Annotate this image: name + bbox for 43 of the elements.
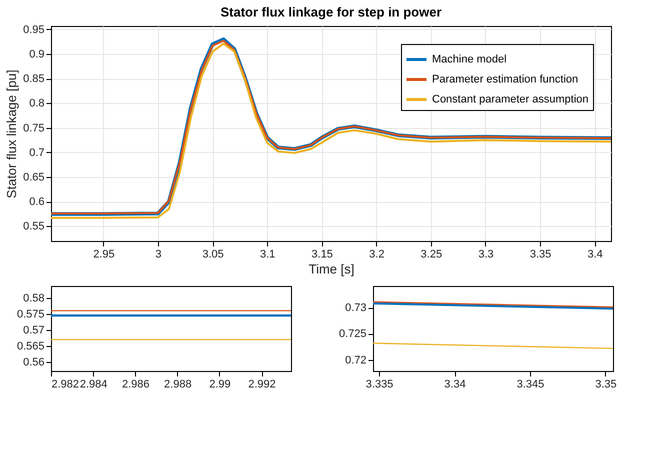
y-tick-label: 0.73 bbox=[345, 302, 366, 314]
y-tick-label: 0.6 bbox=[29, 196, 44, 208]
y-tick-label: 0.57 bbox=[23, 324, 44, 336]
x-axis-title: Time [s] bbox=[308, 262, 354, 276]
x-tick-label: 2.986 bbox=[122, 378, 150, 390]
y-tick-label: 0.75 bbox=[23, 122, 44, 134]
y-tick-label: 0.72 bbox=[345, 354, 366, 366]
x-tick-label: 3.345 bbox=[516, 378, 544, 390]
x-tick-label: 3.3 bbox=[478, 248, 494, 260]
x-tick-label: 2.988 bbox=[164, 378, 192, 390]
x-tick-label: 3.35 bbox=[530, 248, 552, 260]
x-tick-label: 3.05 bbox=[202, 248, 224, 260]
x-tick-label: 2.95 bbox=[93, 248, 115, 260]
y-tick-label: 0.56 bbox=[23, 356, 44, 369]
y-tick-label: 0.55 bbox=[23, 220, 44, 233]
x-tick-label: 3.34 bbox=[444, 378, 466, 390]
y-tick-label: 0.85 bbox=[23, 73, 44, 86]
y-tick-label: 0.7 bbox=[29, 146, 44, 159]
x-tick-label: 2.982 bbox=[52, 378, 80, 390]
y-tick-label: 0.95 bbox=[23, 24, 44, 36]
x-tick-label: 2.99 bbox=[209, 378, 231, 390]
x-tick-label: 3.35 bbox=[595, 378, 617, 390]
x-tick-label: 3.335 bbox=[366, 378, 394, 390]
x-tick-label: 3.15 bbox=[312, 248, 333, 260]
x-tick-label: 3 bbox=[155, 248, 162, 260]
legend-label: Constant parameter assumption bbox=[432, 94, 589, 106]
y-tick-label: 0.8 bbox=[29, 98, 44, 110]
x-tick-label: 3.25 bbox=[420, 248, 442, 260]
chart-title: Stator flux linkage for step in power bbox=[220, 4, 442, 20]
y-tick-label: 0.565 bbox=[16, 340, 44, 352]
x-tick-label: 3.1 bbox=[260, 248, 276, 260]
x-tick-label: 3.2 bbox=[369, 248, 384, 260]
x-tick-label: 3.4 bbox=[587, 248, 603, 260]
y-tick-label: 0.58 bbox=[23, 292, 44, 304]
y-tick-label: 0.575 bbox=[16, 308, 44, 320]
x-tick-label: 2.984 bbox=[80, 378, 108, 390]
legend-label: Parameter estimation function bbox=[432, 74, 578, 86]
legend-label: Machine model bbox=[432, 54, 507, 66]
y-tick-label: 0.9 bbox=[29, 48, 44, 61]
y-tick-label: 0.65 bbox=[23, 172, 44, 184]
x-tick-label: 2.992 bbox=[248, 378, 276, 390]
y-tick-label: 0.725 bbox=[338, 328, 366, 340]
y-axis-title: Stator flux linkage [pu] bbox=[4, 70, 20, 198]
